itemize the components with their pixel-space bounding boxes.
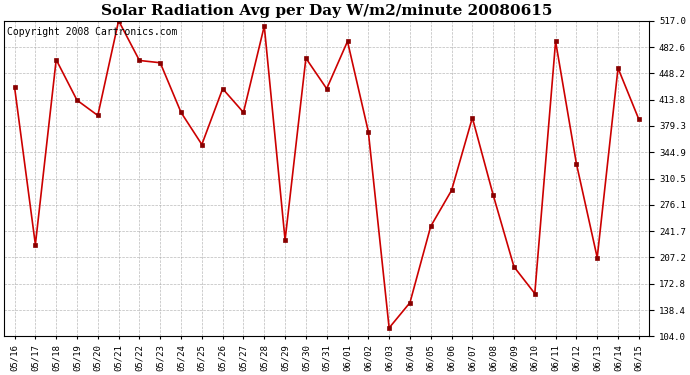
Title: Solar Radiation Avg per Day W/m2/minute 20080615: Solar Radiation Avg per Day W/m2/minute … xyxy=(101,4,553,18)
Text: Copyright 2008 Cartronics.com: Copyright 2008 Cartronics.com xyxy=(8,27,178,37)
